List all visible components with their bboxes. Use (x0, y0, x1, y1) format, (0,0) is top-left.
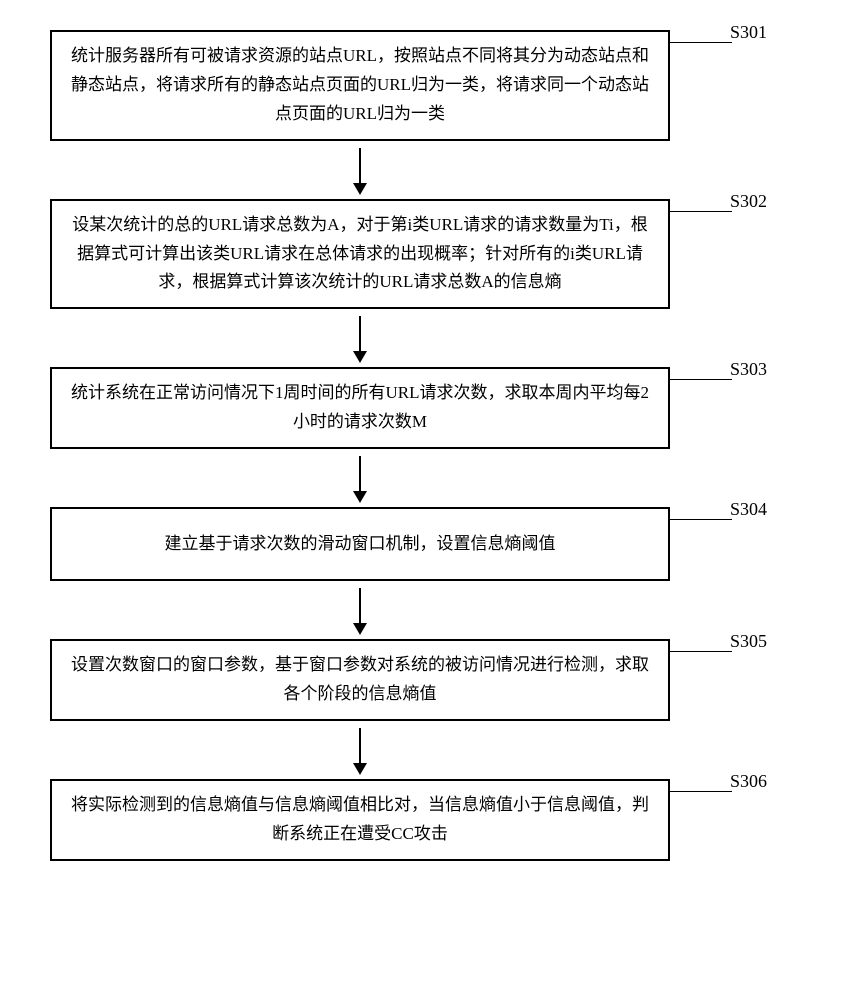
label-leader-line (670, 791, 732, 792)
label-leader-line (670, 651, 732, 652)
flow-box-text: 建立基于请求次数的滑动窗口机制，设置信息熵阈值 (165, 530, 556, 559)
label-leader-line (670, 379, 732, 380)
arrow-head-icon (353, 491, 367, 503)
flow-box-text: 设置次数窗口的窗口参数，基于窗口参数对系统的被访问情况进行检测，求取各个阶段的信… (66, 651, 654, 709)
flow-step: 统计系统在正常访问情况下1周时间的所有URL请求次数，求取本周内平均每2小时的请… (50, 367, 800, 449)
flow-box: 设置次数窗口的窗口参数，基于窗口参数对系统的被访问情况进行检测，求取各个阶段的信… (50, 639, 670, 721)
flow-box: 统计服务器所有可被请求资源的站点URL，按照站点不同将其分为动态站点和静态站点，… (50, 30, 670, 141)
step-label: S302 (730, 191, 767, 212)
flow-box-text: 设某次统计的总的URL请求总数为A，对于第i类URL请求的请求数量为Ti，根据算… (66, 211, 654, 298)
arrow-head-icon (353, 763, 367, 775)
step-label: S301 (730, 22, 767, 43)
flow-step: 将实际检测到的信息熵值与信息熵阈值相比对，当信息熵值小于信息阈值，判断系统正在遭… (50, 779, 800, 861)
step-label: S305 (730, 631, 767, 652)
flow-box: 建立基于请求次数的滑动窗口机制，设置信息熵阈值 (50, 507, 670, 581)
flowchart-container: 统计服务器所有可被请求资源的站点URL，按照站点不同将其分为动态站点和静态站点，… (50, 30, 800, 861)
flow-box-text: 统计系统在正常访问情况下1周时间的所有URL请求次数，求取本周内平均每2小时的请… (66, 379, 654, 437)
step-label: S304 (730, 499, 767, 520)
label-leader-line (670, 42, 732, 43)
label-leader-line (670, 211, 732, 212)
flow-arrow (50, 449, 670, 507)
flow-step: 统计服务器所有可被请求资源的站点URL，按照站点不同将其分为动态站点和静态站点，… (50, 30, 800, 141)
arrow-head-icon (353, 183, 367, 195)
flow-box: 将实际检测到的信息熵值与信息熵阈值相比对，当信息熵值小于信息阈值，判断系统正在遭… (50, 779, 670, 861)
flow-arrow (50, 721, 670, 779)
arrow-head-icon (353, 351, 367, 363)
flow-box: 设某次统计的总的URL请求总数为A，对于第i类URL请求的请求数量为Ti，根据算… (50, 199, 670, 310)
flow-step: 建立基于请求次数的滑动窗口机制，设置信息熵阈值S304 (50, 507, 800, 581)
step-label: S306 (730, 771, 767, 792)
flow-step: 设置次数窗口的窗口参数，基于窗口参数对系统的被访问情况进行检测，求取各个阶段的信… (50, 639, 800, 721)
step-label: S303 (730, 359, 767, 380)
flow-arrow (50, 141, 670, 199)
label-leader-line (670, 519, 732, 520)
flow-box: 统计系统在正常访问情况下1周时间的所有URL请求次数，求取本周内平均每2小时的请… (50, 367, 670, 449)
flow-arrow (50, 309, 670, 367)
arrow-head-icon (353, 623, 367, 635)
flow-arrow (50, 581, 670, 639)
flow-step: 设某次统计的总的URL请求总数为A，对于第i类URL请求的请求数量为Ti，根据算… (50, 199, 800, 310)
flow-box-text: 将实际检测到的信息熵值与信息熵阈值相比对，当信息熵值小于信息阈值，判断系统正在遭… (66, 791, 654, 849)
flow-box-text: 统计服务器所有可被请求资源的站点URL，按照站点不同将其分为动态站点和静态站点，… (66, 42, 654, 129)
